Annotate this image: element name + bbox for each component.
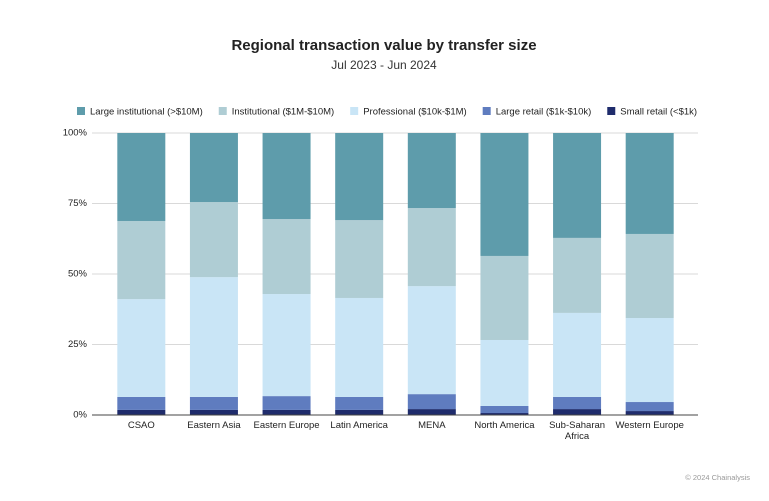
bar-segment [553,409,602,415]
y-tick-label: 25% [68,339,88,350]
bar-segment [335,409,384,415]
bar-segment [117,409,166,415]
bar-segment [625,402,674,412]
legend-swatch [607,107,616,115]
y-tick-label: 100% [63,128,88,139]
bar-segment [117,396,166,410]
legend-label: Institutional ($1M-$10M) [232,107,334,118]
bar-segment [625,411,674,415]
bar-segment [480,339,529,406]
legend-swatch [77,107,85,115]
bar-segment [407,409,456,415]
bar-segment [553,237,602,313]
legend-swatch [350,107,359,115]
y-tick-label: 50% [68,269,88,280]
bar-segment [335,396,384,410]
legend-label: Small retail (<$1k) [620,107,697,118]
x-tick-label: CSAO [127,420,155,431]
x-tick-label: Sub-Saharan Africa [549,420,606,442]
bar-segment [407,208,456,287]
bar-segment [189,396,238,410]
bar-segment [480,255,529,340]
bar-segment [262,133,311,220]
x-tick-label: Latin America [330,420,388,431]
bar-segment [407,286,456,395]
bar-segment [189,133,238,203]
bar-segment [189,202,238,278]
x-tick-label: Western Europe [615,420,684,431]
x-tick-label: Eastern Asia [187,420,241,431]
bar-segment [407,133,456,209]
bar-segment [625,233,674,318]
bar-segment [117,220,166,300]
bar-segment [262,219,311,295]
y-tick-label: 0% [73,410,87,421]
bar-segment [117,133,166,221]
bar-segment [480,133,529,256]
chart-title: Regional transaction value by transfer s… [231,37,536,54]
bar-segment [335,220,384,298]
bar-segment [553,133,602,238]
legend-label: Large institutional (>$10M) [90,107,203,118]
bar-segment [189,409,238,415]
bar-segment [625,133,674,234]
bar-segment [480,413,529,415]
bar-segment [335,133,384,221]
chart-subtitle: Jul 2023 - Jun 2024 [331,58,437,72]
bar-segment [553,312,602,397]
bar-segment [407,394,456,410]
source: © 2024 Chainalysis [685,473,750,482]
legend-label: Professional ($10k-$1M) [363,107,467,118]
x-tick-label: MENA [418,420,446,431]
bar-segment [553,396,602,410]
bar-segment [262,396,311,410]
bar-segment [335,297,384,397]
bar-segment [189,277,238,397]
legend-label: Large retail ($1k-$10k) [496,107,592,118]
legend-swatch [482,107,491,115]
bar-segment [625,317,674,403]
bar-segment [117,299,166,397]
x-tick-label: Eastern Europe [253,420,320,431]
bar-segment [480,405,529,414]
legend-swatch [218,107,227,115]
bar-segment [262,409,311,415]
x-tick-label: North America [474,420,535,431]
bar-segment [262,294,311,397]
y-tick-label: 75% [68,198,88,209]
